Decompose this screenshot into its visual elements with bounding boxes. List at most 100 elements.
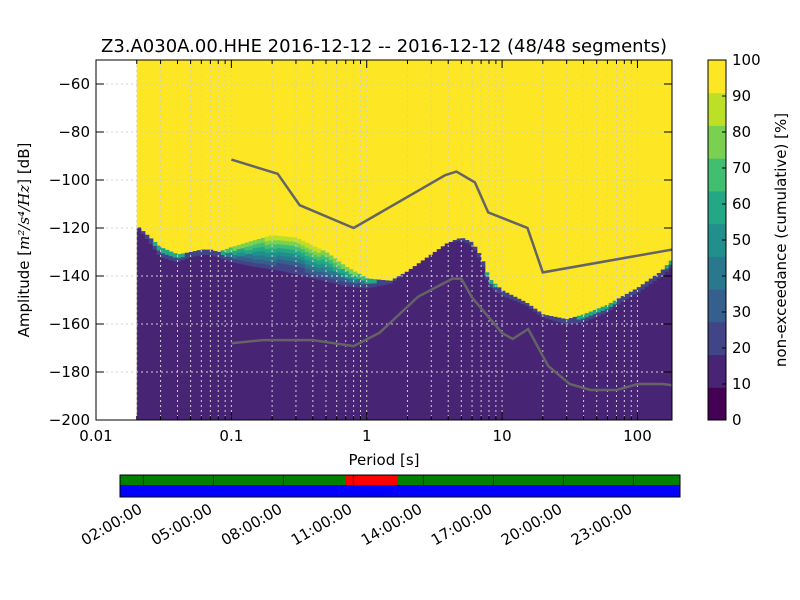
heatmap-transition-cell (360, 276, 366, 281)
heatmap-transition-cell (272, 260, 278, 266)
colorbar-swatch (708, 92, 726, 126)
heatmap-transition-cell (236, 244, 242, 250)
heatmap-transition-cell (312, 274, 318, 279)
heatmap-transition-cell (308, 256, 314, 262)
heatmap-transition-cell (244, 249, 250, 255)
heatmap-transition-cell (264, 240, 270, 246)
heatmap-column (528, 308, 534, 420)
heatmap-column (284, 271, 290, 420)
heatmap-transition-cell (252, 243, 258, 249)
heatmap-transition-cell (224, 252, 230, 257)
heatmap-transition-cell (280, 263, 286, 268)
heatmap-transition-cell (312, 262, 318, 267)
heatmap-column (648, 283, 654, 420)
heatmap-column (656, 277, 662, 420)
x-tick-label: 0.1 (219, 427, 243, 445)
noise-models (231, 158, 672, 392)
heatmap-transition-cell (400, 273, 406, 276)
heatmap-transition-cell (320, 263, 326, 268)
heatmap-column (508, 298, 514, 420)
heatmap-transition-cell (280, 251, 286, 257)
heatmap-transition-cell (140, 231, 146, 234)
heatmap-transition-cell (468, 241, 474, 245)
heatmap-column (596, 315, 602, 420)
heatmap-column (668, 267, 672, 420)
heatmap-column (280, 270, 286, 420)
heatmap-column (544, 317, 550, 420)
heatmap-transition-cell (532, 308, 538, 312)
heatmap-transition-cell (348, 277, 354, 283)
heatmap-transition-cell (660, 269, 666, 276)
heatmap-transition-cell (256, 242, 262, 248)
colorbar-tick-label: 40 (732, 267, 751, 285)
heatmap-transition-cell (296, 238, 302, 244)
heatmap-column (140, 233, 146, 420)
colorbar-tick-label: 30 (732, 303, 751, 321)
heatmap-column (324, 280, 330, 420)
heatmap-column (624, 298, 630, 420)
heatmap-transition-cell (568, 318, 574, 325)
heatmap-transition-cell (284, 236, 290, 242)
colorbar-swatch (708, 321, 726, 356)
heatmap-column (524, 305, 530, 420)
heatmap-transition-cell (232, 246, 238, 251)
heatmap-transition-cell (268, 260, 274, 266)
heatmap-column (388, 283, 394, 420)
heatmap-transition-cell (264, 264, 270, 269)
heatmap-transition-cell (372, 282, 378, 287)
heatmap-transition-cell (316, 248, 322, 253)
heatmap-column (328, 281, 334, 420)
heatmap-transition-cell (244, 261, 250, 266)
heatmap-transition-cell (340, 280, 346, 286)
heatmap-transition-cell (596, 311, 602, 317)
heatmap-column (320, 280, 326, 420)
heatmap-transition-cell (496, 287, 502, 294)
heatmap-transition-cell (300, 252, 306, 257)
heatmap-transition-cell (548, 315, 554, 320)
heatmap-column (644, 286, 650, 420)
heatmap-transition-cell (288, 244, 294, 250)
x-tick-label: 1 (362, 427, 372, 445)
heatmap-transition-cell (508, 294, 514, 300)
colorbar-swatch (708, 60, 726, 94)
heatmap-column (532, 311, 538, 420)
heatmap-transition-cell (340, 272, 346, 278)
heatmap-column (316, 279, 322, 420)
heatmap-column (620, 301, 626, 420)
heatmap-transition-cell (260, 242, 266, 247)
heatmap-column (432, 251, 438, 420)
heatmap-column (560, 322, 566, 420)
heatmap-transition-cell (272, 239, 278, 245)
heatmap-transition-cell (280, 247, 286, 253)
heatmap-transition-cell (240, 243, 246, 249)
heatmap-transition-cell (332, 278, 338, 284)
heatmap-column (156, 254, 162, 420)
heatmap-column (312, 278, 318, 420)
heatmap-column (276, 270, 282, 420)
heatmap-transition-cell (260, 246, 266, 252)
x-axis-label: Period [s] (348, 451, 419, 469)
heatmap-column (468, 244, 474, 420)
heatmap-transition-cell (236, 252, 242, 257)
heatmap-transition-cell (336, 261, 342, 266)
heatmap-transition-cell (304, 251, 310, 256)
heatmap-transition-cell (332, 266, 338, 272)
heatmap-transition-cell (296, 258, 302, 264)
heatmap-transition-cell (268, 256, 274, 261)
heatmap-column (400, 274, 406, 420)
heatmap-transition-cell (272, 243, 278, 249)
coverage-bar: 02:00:00 05:00:00 08:00:00 11:00:00 14:00:00… (78, 474, 681, 549)
heatmap-transition-cell (560, 318, 566, 324)
heatmap-transition-cell (296, 262, 302, 268)
heatmap-transition-cell (324, 276, 330, 282)
heatmap-column (452, 241, 458, 420)
coverage-time-label: 20:00:00 (498, 500, 565, 549)
heatmap-transition-cell (304, 242, 310, 248)
heatmap-column (540, 316, 546, 420)
heatmap-column (652, 280, 658, 420)
coverage-time-label: 14:00:00 (358, 500, 425, 549)
heatmap-column (436, 249, 442, 420)
x-tick-label: 10 (493, 427, 512, 445)
heatmap-column (584, 320, 590, 420)
